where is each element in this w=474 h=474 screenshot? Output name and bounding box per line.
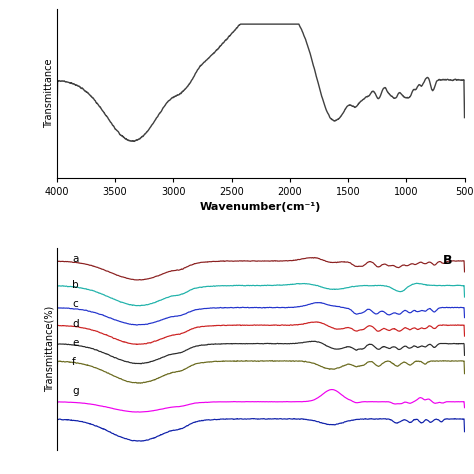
Text: c: c (72, 300, 78, 310)
Text: f: f (72, 357, 76, 367)
Text: a: a (72, 255, 78, 264)
X-axis label: Wavenumber(cm⁻¹): Wavenumber(cm⁻¹) (200, 202, 321, 212)
Text: e: e (72, 338, 78, 348)
Text: B: B (443, 255, 452, 267)
Text: g: g (72, 386, 79, 396)
Y-axis label: Transmittance(%): Transmittance(%) (44, 306, 54, 392)
Y-axis label: Transmittance: Transmittance (44, 59, 54, 128)
Text: d: d (72, 319, 79, 329)
Text: b: b (72, 280, 79, 290)
